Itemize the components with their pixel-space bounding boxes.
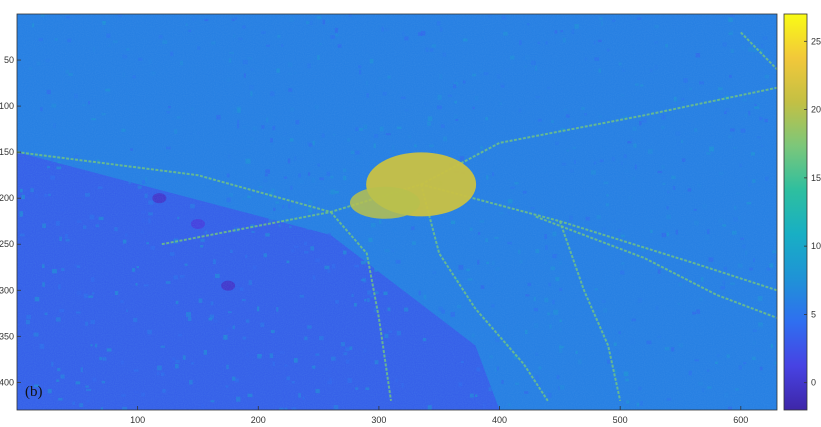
x-tick-label: 100	[130, 415, 145, 425]
urban-corridors	[17, 31, 777, 402]
colorbar-scale	[783, 13, 808, 411]
colorbar-tick-label: 10	[811, 241, 821, 251]
colorbar-tick-label: 15	[811, 173, 821, 183]
corridor-line	[740, 31, 777, 71]
colorbar-axis: 0 5 10 15 20 25	[804, 36, 821, 388]
x-tick-label: 400	[492, 415, 507, 425]
corridor-line	[329, 211, 392, 401]
colorbar-tick-label: 20	[811, 105, 821, 115]
y-tick-label: 350	[0, 331, 14, 341]
panel-label: (b)	[25, 384, 43, 400]
x-tick-label: 300	[371, 415, 386, 425]
corridor-line	[161, 211, 331, 246]
plot-frame	[16, 13, 778, 411]
y-tick-label: 200	[0, 193, 14, 203]
corridor-line	[420, 86, 777, 186]
x-tick-label: 200	[251, 415, 266, 425]
x-tick-label: 600	[733, 415, 748, 425]
colorbar-tick-label: 5	[811, 309, 816, 319]
colorbar: 0 5 10 15 20 25	[783, 13, 821, 411]
y-tick-label: 150	[0, 147, 14, 157]
corridor-line	[558, 220, 622, 402]
x-axis: 100 200 300 400 500 600	[130, 406, 748, 425]
city-center-extension	[349, 186, 420, 219]
y-axis: 50 100 150 200 250 300 350 400	[0, 55, 21, 387]
corridor-line	[420, 184, 549, 402]
corridor-line	[535, 215, 777, 319]
y-tick-label: 100	[0, 101, 14, 111]
y-tick-label: 400	[0, 377, 14, 387]
y-tick-label: 250	[0, 239, 14, 249]
y-tick-label: 50	[4, 55, 14, 65]
plot-area	[17, 14, 777, 410]
x-tick-label: 500	[613, 415, 628, 425]
colorbar-tick-label: 25	[811, 36, 821, 46]
y-tick-label: 300	[0, 285, 14, 295]
colorbar-tick-label: 0	[811, 378, 816, 388]
